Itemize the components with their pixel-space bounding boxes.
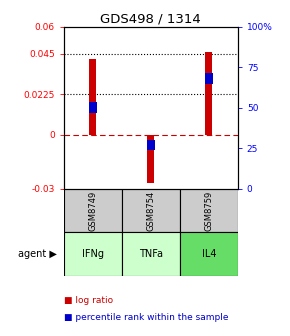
- Bar: [205, 52, 212, 135]
- Bar: [122, 189, 180, 232]
- Text: IL4: IL4: [202, 249, 216, 259]
- Bar: [147, 140, 155, 151]
- Bar: [89, 59, 96, 135]
- Text: IFNg: IFNg: [82, 249, 104, 259]
- Bar: [89, 102, 97, 113]
- Bar: [180, 189, 238, 232]
- Text: GSM8754: GSM8754: [146, 190, 155, 230]
- Bar: [64, 232, 122, 276]
- Text: ■ percentile rank within the sample: ■ percentile rank within the sample: [64, 313, 228, 322]
- Text: GSM8759: GSM8759: [204, 190, 213, 230]
- Bar: [122, 232, 180, 276]
- Text: agent ▶: agent ▶: [18, 249, 57, 259]
- Bar: [64, 189, 122, 232]
- Title: GDS498 / 1314: GDS498 / 1314: [100, 13, 201, 26]
- Bar: [205, 73, 213, 84]
- Bar: [147, 135, 154, 183]
- Text: GSM8749: GSM8749: [88, 190, 97, 230]
- Bar: [180, 232, 238, 276]
- Text: ■ log ratio: ■ log ratio: [64, 296, 113, 305]
- Text: TNFa: TNFa: [139, 249, 163, 259]
